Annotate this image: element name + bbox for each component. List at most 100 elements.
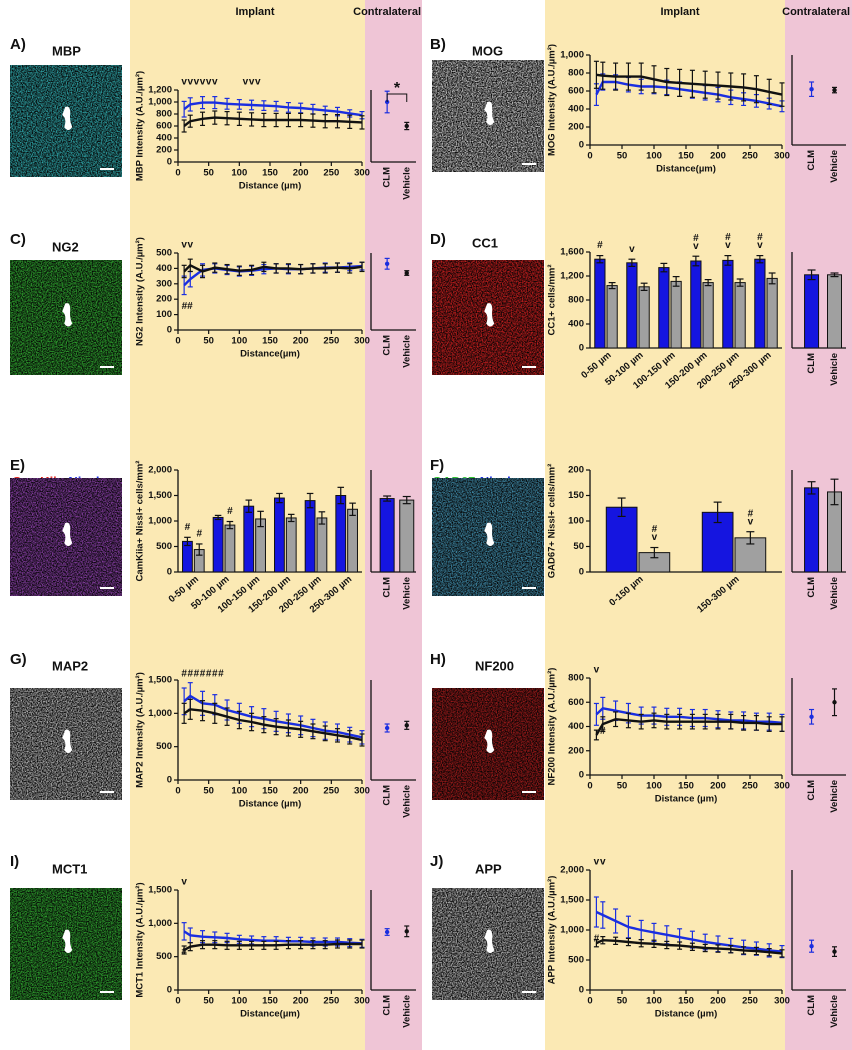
contra-x-label: CLM (382, 785, 393, 806)
bar (285, 517, 297, 573)
y-tick-label: 0 (579, 343, 584, 354)
contra-point (832, 700, 837, 705)
x-tick-label: 50 (203, 996, 214, 1007)
bar (658, 267, 670, 349)
x-axis-title: Distance (µm) (239, 181, 302, 192)
implant-site (484, 929, 495, 953)
series-line (183, 708, 363, 742)
significance-marker: v (693, 241, 699, 252)
contra-bar (804, 274, 820, 349)
x-tick-label: 50 (203, 786, 214, 797)
x-tick-label: 200 (293, 168, 309, 179)
significance-marker: # (227, 506, 233, 517)
series-line (596, 73, 783, 96)
significance-marker: # (212, 669, 218, 680)
significance-marker: v (725, 240, 731, 251)
x-tick-label: 150 (262, 168, 278, 179)
significance-marker: v (187, 77, 193, 88)
bar (638, 286, 650, 349)
panel-label: C) (10, 231, 26, 248)
x-tick-label: 0 (587, 781, 592, 792)
contra-point (404, 723, 409, 728)
contra-x-label: Vehicle (829, 353, 840, 386)
x-tick-label: 100 (646, 781, 662, 792)
contra-x-label: Vehicle (401, 577, 412, 610)
panel-title: APP (475, 861, 502, 876)
significance-marker: # (218, 669, 224, 680)
series-line (595, 910, 783, 953)
x-tick-label: 300 (354, 336, 370, 347)
y-axis-title: MCT1 Intensity (A.U./µm²) (135, 882, 146, 997)
x-tick-label: 0 (175, 786, 180, 797)
column-header: Implant (660, 6, 699, 18)
x-tick-label: 50 (617, 781, 628, 792)
contra-bar (827, 274, 842, 349)
y-tick-label: 1,000 (560, 50, 584, 61)
bar (605, 506, 638, 573)
significance-marker: v (255, 77, 261, 88)
x-tick-label: 200 (293, 786, 309, 797)
series-line (595, 718, 782, 736)
y-tick-label: 0 (167, 325, 172, 336)
bar (335, 495, 347, 573)
panel-label: H) (430, 651, 446, 668)
y-axis-title: MOG Intensity (A.U./µm²) (547, 44, 558, 156)
bar (347, 508, 358, 573)
panel-title: MBP (52, 43, 81, 58)
x-tick-label: 300 (354, 168, 370, 179)
contra-x-label: CLM (382, 335, 393, 356)
y-tick-label: 1,200 (148, 85, 172, 96)
x-tick-label: 0 (175, 168, 180, 179)
significance-marker: v (594, 857, 600, 868)
significance-marker: v (212, 77, 218, 88)
y-tick-label: 600 (156, 121, 172, 132)
series-line (595, 707, 783, 725)
significance-marker: # (185, 522, 191, 533)
significance-marker: # (757, 232, 763, 243)
y-tick-label: 200 (568, 745, 584, 756)
x-axis-title: Distance(µm) (240, 349, 300, 360)
contra-x-label: CLM (382, 167, 393, 188)
x-tick-label: 250 (323, 168, 339, 179)
y-axis-title: GAD67+ Nissl+ cells/mm² (547, 464, 558, 579)
contra-x-label: Vehicle (829, 150, 840, 183)
y-tick-label: 1,000 (560, 925, 584, 936)
y-tick-label: 800 (568, 68, 584, 79)
x-tick-label: 50 (203, 168, 214, 179)
x-tick-label: 300 (774, 781, 790, 792)
significance-marker: # (196, 529, 202, 540)
panel-title: MCT1 (52, 861, 87, 876)
x-tick-label: 150 (262, 786, 278, 797)
panel-title: CC1 (472, 235, 498, 250)
x-axis-title: Distance(µm) (240, 1009, 300, 1020)
series-line (183, 942, 362, 952)
significance-marker: ## (182, 301, 194, 312)
significance-marker: v (600, 857, 606, 868)
significance-marker: # (597, 240, 603, 251)
significance-marker: # (748, 508, 754, 519)
significance-marker: # (652, 524, 658, 535)
y-tick-label: 400 (156, 263, 172, 274)
bar (734, 282, 746, 349)
x-tick-label: 150 (678, 151, 694, 162)
x-tick-label: 150 (262, 996, 278, 1007)
y-tick-label: 800 (568, 295, 584, 306)
bar (224, 524, 236, 573)
significance-marker: v (194, 77, 200, 88)
y-tick-label: 1,000 (148, 918, 172, 929)
panel-label: G) (10, 651, 27, 668)
significance-marker: v (757, 240, 763, 251)
panel-label: B) (430, 36, 446, 53)
x-tick-label: 200 (710, 151, 726, 162)
y-tick-label: 600 (568, 697, 584, 708)
series-line (595, 80, 783, 108)
y-tick-label: 1,000 (148, 516, 172, 527)
implant-site (62, 929, 73, 953)
contra-x-label: Vehicle (829, 577, 840, 610)
x-tick-label: 250 (742, 996, 758, 1007)
y-tick-label: 400 (568, 319, 584, 330)
y-tick-label: 100 (156, 309, 172, 320)
significance-marker: v (594, 665, 600, 676)
bar (754, 258, 766, 349)
y-tick-label: 200 (156, 294, 172, 305)
